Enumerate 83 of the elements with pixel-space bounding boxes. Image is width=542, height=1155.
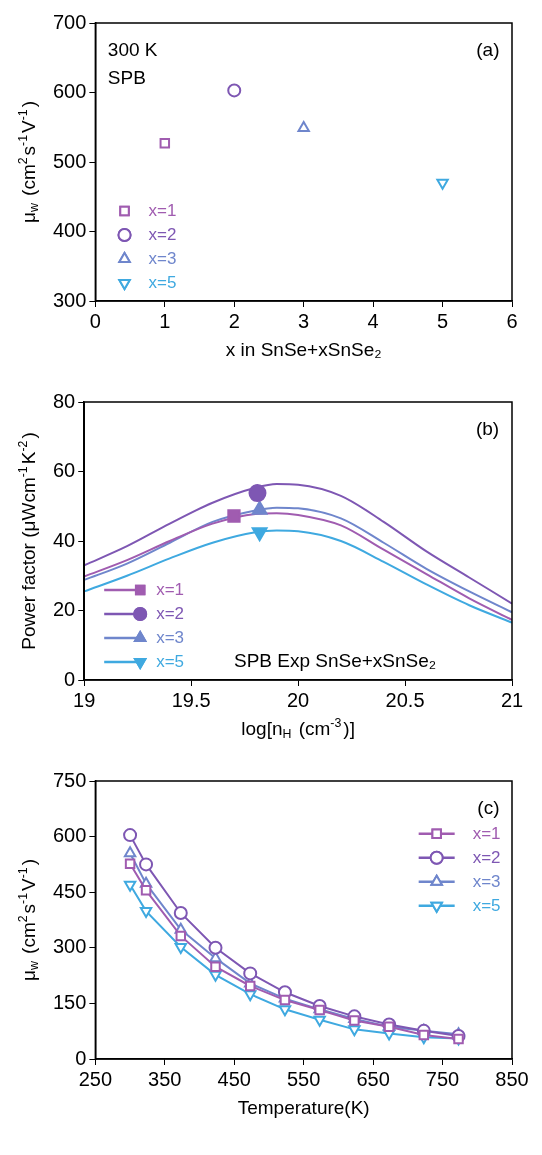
point	[348, 1025, 361, 1037]
x-tick-label: 250	[78, 1067, 113, 1090]
x-tick-label: 2	[228, 309, 240, 332]
legend-label: x=2	[148, 224, 177, 244]
y-tick-label: 80	[53, 389, 76, 412]
legend-label: x=5	[472, 895, 501, 915]
x-tick-label: 20	[287, 688, 310, 711]
legend-label: x=3	[472, 871, 501, 891]
x-axis-title: x in SnSe+xSnSe₂	[225, 339, 382, 361]
x-axis-title: Temperature(K)	[237, 1097, 370, 1119]
legend-label: x=1	[148, 200, 177, 220]
point	[278, 1005, 292, 1017]
point	[123, 846, 137, 858]
legend-label: x=5	[148, 272, 177, 292]
y-tick-label: 750	[52, 768, 87, 791]
annotation: (c)	[477, 797, 500, 819]
point	[210, 961, 221, 972]
point	[243, 966, 258, 981]
legend-label: x=2	[156, 603, 185, 623]
point	[244, 980, 256, 992]
point	[159, 137, 171, 149]
x-tick-label: 6	[506, 309, 518, 332]
legend-label: x=3	[156, 627, 185, 647]
x-tick-label: 1	[159, 309, 171, 332]
x-tick-label: 0	[89, 309, 101, 332]
x-tick-label: 650	[356, 1067, 390, 1090]
y-tick-label: 600	[52, 80, 87, 103]
point	[123, 828, 138, 843]
x-tick-label: 5	[437, 309, 449, 332]
x-tick-label: 4	[367, 309, 379, 332]
y-tick-label: 150	[52, 990, 87, 1013]
y-tick-label: 0	[64, 667, 76, 690]
y-tick-label: 40	[53, 528, 76, 551]
x-tick-label: 21	[500, 688, 524, 711]
point	[436, 178, 449, 190]
point	[279, 994, 291, 1006]
point	[123, 880, 137, 892]
legend-label: x=1	[472, 823, 501, 843]
point	[297, 120, 310, 132]
y-tick-label: 300	[52, 935, 87, 958]
y-axis-title: Power factor (μWcm-1K-2)	[15, 432, 40, 650]
annotation: SPB Exp SnSe+xSnSe₂	[233, 650, 437, 672]
legend-label: x=1	[156, 579, 185, 599]
point	[418, 1029, 430, 1041]
y-tick-label: 0	[75, 1046, 87, 1069]
x-tick-label: 350	[148, 1067, 182, 1090]
line-series	[84, 529, 512, 624]
point	[208, 940, 223, 955]
y-tick-label: 400	[52, 219, 87, 242]
point	[124, 858, 136, 869]
point	[313, 1015, 326, 1027]
x-tick-label: 550	[287, 1067, 321, 1090]
x-tick-label: 19.5	[171, 688, 211, 711]
point	[139, 857, 154, 872]
legend-label: x=5	[156, 651, 185, 671]
y-tick-label: 700	[52, 10, 87, 33]
annotation: (b)	[475, 418, 500, 440]
y-tick-label: 20	[53, 598, 76, 621]
x-tick-label: 3	[298, 309, 310, 332]
annotation: SPB	[107, 66, 146, 88]
y-tick-label: 600	[52, 824, 87, 847]
point	[173, 905, 188, 920]
x-tick-label: 450	[217, 1067, 251, 1090]
y-tick-label: 300	[52, 288, 87, 311]
point	[175, 930, 187, 942]
x-tick-label: 19	[73, 688, 96, 711]
y-tick-label: 450	[52, 879, 87, 902]
line-series	[84, 483, 512, 605]
point	[139, 907, 153, 919]
annotation: (a)	[476, 39, 500, 61]
x-tick-label: 850	[495, 1067, 529, 1090]
point	[140, 885, 152, 896]
annotation: 300 K	[107, 39, 158, 61]
legend-label: x=3	[148, 248, 177, 268]
point	[349, 1015, 360, 1026]
y-tick-label: 60	[53, 459, 76, 482]
y-tick-label: 500	[52, 149, 87, 172]
x-tick-label: 20.5	[385, 688, 425, 711]
legend-label: x=2	[472, 847, 501, 867]
x-tick-label: 750	[425, 1067, 460, 1090]
point	[227, 83, 242, 98]
point	[244, 990, 257, 1002]
point	[174, 943, 187, 955]
